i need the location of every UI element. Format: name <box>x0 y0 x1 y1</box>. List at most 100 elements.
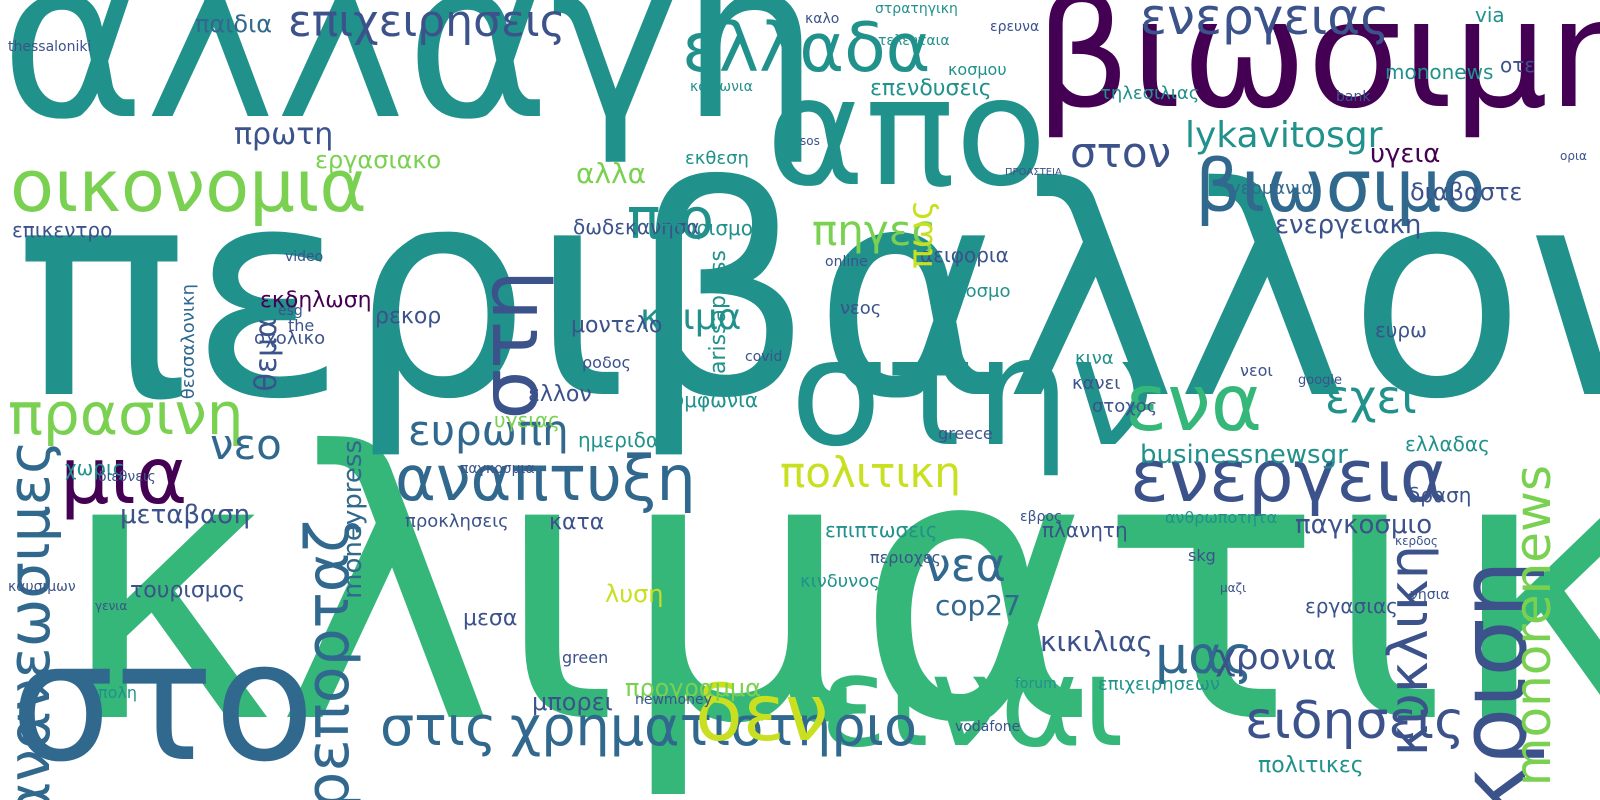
word-kiklias: κικιλιας <box>1040 625 1153 658</box>
word-forum: forum <box>1015 676 1057 692</box>
word-sumfwnia: συμφωνια <box>660 388 759 412</box>
word-larissapress: larissapress <box>706 250 731 381</box>
word-pagkosmio: παγκοσμιο <box>1295 510 1433 540</box>
word-oikonomia: οικονομια <box>10 144 367 228</box>
word-klimatiki: κλιματικη <box>58 375 1600 800</box>
word-anthropotita: ανθρωποτητα <box>1165 508 1278 527</box>
word-vodafone: vodafone <box>955 719 1021 735</box>
word-stin: στην <box>790 306 1155 480</box>
word-cop27: cop27 <box>935 589 1021 622</box>
word-proasteia: ΠΡΟΑΣΤΕΙΑ <box>1005 167 1062 178</box>
word-alla: αλλα <box>576 157 647 190</box>
word-kosmou: κοσμου <box>948 60 1007 79</box>
word-prasini: πρασινη <box>8 380 244 448</box>
word-tilesilias: τηλεσιλιας <box>1100 83 1200 104</box>
word-drasi: δραση <box>1408 483 1472 507</box>
word-pws: πως <box>901 200 941 269</box>
word-kyklikh: κυκλικη <box>1377 545 1440 757</box>
word-epixeirhseis2: επιχειρησεων <box>1098 674 1220 695</box>
word-neo: νεο <box>210 420 282 469</box>
word-ena: ενα <box>1125 359 1263 449</box>
word-rodos: ροδος <box>582 353 631 372</box>
word-montelo: μοντελο <box>571 313 663 338</box>
word-germania: γερμανια <box>1230 178 1314 199</box>
word-esg: esg <box>278 303 303 319</box>
word-teleftaia: τελευταια <box>878 33 950 49</box>
word-ergasias: εργασιας <box>1305 594 1398 618</box>
word-stis: στις <box>380 695 497 758</box>
word-orio: ορια <box>1560 149 1587 163</box>
word-episkepsi: επενδυσεις <box>870 76 992 101</box>
word-genia: γενια <box>95 599 128 613</box>
word-sos: sos <box>800 134 820 148</box>
word-mononews: mononews <box>1385 60 1494 84</box>
word-epikentro: επικεντρο <box>12 218 113 242</box>
word-sto: στο <box>10 606 315 798</box>
word-mazi: μαζι <box>1220 581 1247 595</box>
word-mia: μια <box>60 432 188 522</box>
word-imerida: ημεριδα <box>578 428 660 452</box>
word-mesa: μεσα <box>463 606 518 631</box>
word-greece: greece <box>938 424 993 443</box>
word-poli: πολη <box>98 683 138 702</box>
word-evros: εβρος <box>1020 509 1063 525</box>
word-ekdilosi: εκδηλωση <box>260 288 372 313</box>
word-diethneis: διεθνεις <box>98 469 156 485</box>
word-ygeia: υγεια <box>1370 139 1441 169</box>
word-programma: προγραμμα <box>625 674 761 702</box>
word-kata: κατα <box>549 510 605 535</box>
word-ote: οτε <box>1500 53 1536 77</box>
word-ellada-small: ελλαδας <box>1405 432 1490 456</box>
word-euro: ευρω <box>1375 318 1427 342</box>
word-metavasi: μεταβαση <box>120 500 251 530</box>
word-kausimwn: καυσιμων <box>8 579 76 595</box>
word-thessaloniki: θεσσαλονικη <box>178 284 199 400</box>
word-aeiforia: αειφορια <box>920 243 1009 267</box>
word-klima: κλιμα <box>640 297 742 338</box>
word-businessnewsgr: businessnewsgr <box>1140 440 1348 470</box>
word-lykavitosgr: lykavitosgr <box>1185 115 1383 156</box>
word-tourismo: τουρισμο <box>660 216 753 240</box>
word-planiti: πλανητη <box>1042 518 1128 542</box>
word-piges: πηγες <box>812 206 937 255</box>
word-xrimatistirio: χρηματιστηριο <box>510 695 917 758</box>
word-energeias: ενεργειας <box>1140 0 1390 46</box>
word-europi: ευρωπη <box>408 406 569 455</box>
word-video: video <box>285 249 324 265</box>
word-covid: covid <box>745 349 783 365</box>
word-newmoney: newmoney <box>635 692 712 708</box>
word-mporei: μπορει <box>532 688 613 716</box>
word-sxoliko: σχολικο <box>254 328 326 349</box>
word-stratigiki: στρατηγικη <box>875 1 958 17</box>
word-kerdos: κερδος <box>1395 534 1438 548</box>
word-politikes: πολιτικες <box>1258 753 1364 778</box>
word-moneypress: moneypress <box>338 440 368 599</box>
word-kaiwnia: κοινωνια <box>690 79 753 95</box>
word-dodekanisa: δωδεκανησα <box>573 215 700 239</box>
word-allagi: αλλαγη <box>0 0 821 168</box>
word-bank: bank <box>1336 89 1371 105</box>
word-epixeiriseis: επιχειρησεις <box>288 0 566 47</box>
word-online: online <box>825 254 868 270</box>
word-via: via <box>1475 3 1505 27</box>
word-google: google <box>1298 373 1343 388</box>
word-mas: μας <box>1155 626 1253 686</box>
word-rekor: ρεκορ <box>375 304 442 329</box>
word-ereuna: ερευνα <box>990 19 1040 35</box>
word-xwris: χωρις <box>65 456 125 480</box>
word-monorenews: monorenews <box>1504 465 1562 787</box>
word-ellon: ελλον <box>528 382 592 407</box>
word-prokliseis: προκλησεις <box>405 511 509 532</box>
word-paidia: παιδια <box>195 10 273 38</box>
word-kinduno: κινδυνος <box>800 571 880 592</box>
word-perivallon: περιβαλλον <box>15 126 1600 463</box>
word-nisia: νησια <box>1410 587 1450 603</box>
word-ellada: ελλαδα <box>682 9 931 88</box>
word-epipt: επιπτωσεις <box>825 518 938 542</box>
word-eidiseis: ειδησεις <box>1245 691 1465 751</box>
word-skg: skg <box>1188 546 1216 565</box>
word-kaneis: κανει <box>1072 373 1121 394</box>
word-thema: θεμα <box>249 318 284 392</box>
word-thessaloniki-latin: thessaloniki <box>8 39 92 55</box>
